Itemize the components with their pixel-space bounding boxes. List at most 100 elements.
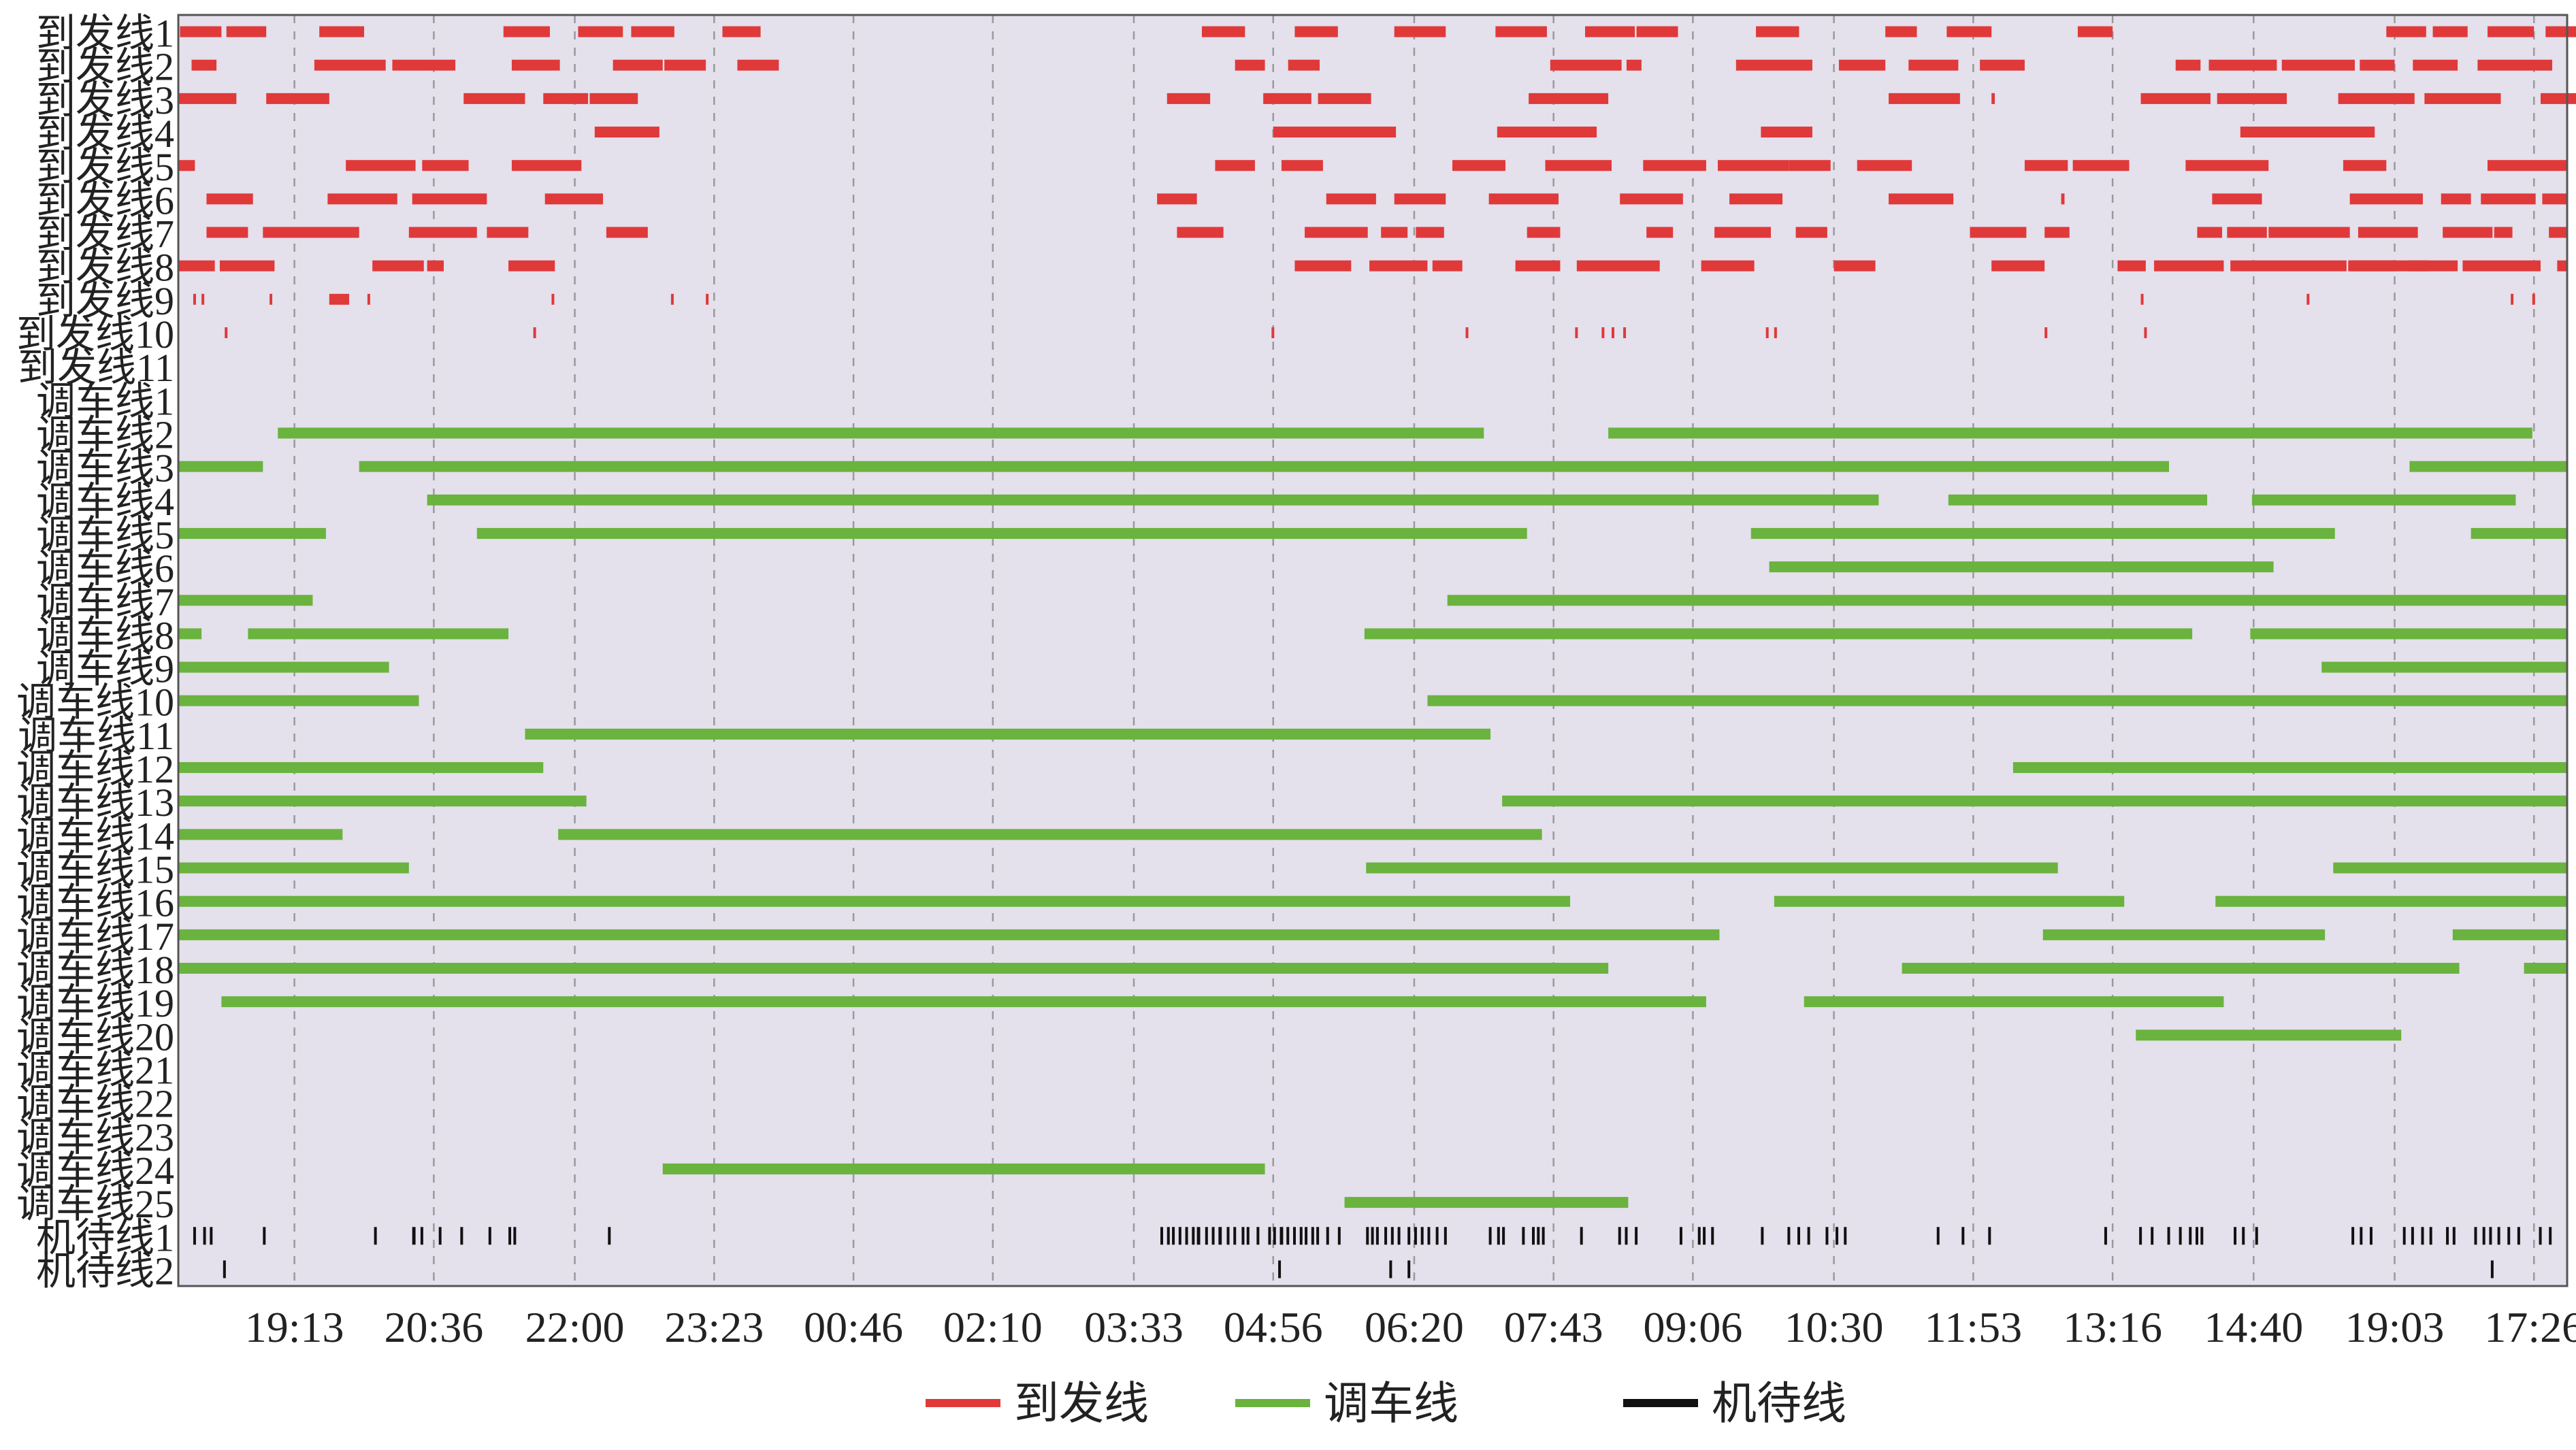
locomotive-wait-mark <box>1435 1227 1439 1245</box>
locomotive-wait-mark <box>2179 1227 2182 1245</box>
locomotive-wait-mark <box>1211 1227 1215 1245</box>
locomotive-wait-mark <box>1420 1227 1424 1245</box>
arrival-departure-bar <box>1623 327 1627 338</box>
locomotive-wait-mark <box>1326 1227 1329 1245</box>
locomotive-wait-mark <box>1178 1227 1181 1245</box>
locomotive-wait-mark <box>2402 1227 2406 1245</box>
arrival-departure-bar <box>225 327 228 338</box>
shunting-bar <box>178 695 419 706</box>
arrival-departure-bar <box>2185 160 2269 171</box>
arrival-departure-bar <box>1550 59 1622 71</box>
arrival-departure-bar <box>1545 160 1612 171</box>
locomotive-wait-mark <box>488 1227 491 1245</box>
x-axis-labels: 19:13 20:36 22:00 23:23 00:46 02:10 03:33 04:56… <box>245 1303 2576 1351</box>
arrival-departure-bar <box>1288 59 1320 71</box>
plot-frame <box>177 14 2569 1287</box>
arrival-departure-bar <box>327 193 397 205</box>
row-label: 调车线2 <box>36 412 174 457</box>
arrival-departure-bar <box>2197 227 2222 238</box>
row-label: 调车线24 <box>16 1149 174 1193</box>
locomotive-wait-mark <box>2411 1227 2414 1245</box>
locomotive-wait-mark <box>2360 1227 2363 1245</box>
locomotive-wait-mark <box>2255 1227 2258 1245</box>
x-tick-label: 07:43 <box>1504 1303 1603 1351</box>
arrival-departure-bar <box>1281 160 1323 171</box>
arrival-departure-bar <box>2281 59 2355 71</box>
shunting-bar <box>1364 628 2193 640</box>
locomotive-wait-mark <box>1279 1227 1284 1245</box>
arrival-departure-bar <box>2360 59 2395 71</box>
arrival-departure-bar <box>206 227 248 238</box>
locomotive-wait-mark <box>374 1227 377 1245</box>
arrival-departure-bar <box>543 93 589 104</box>
legend: 到发线 调车线 机待线 <box>926 1379 1846 1429</box>
shunting-bar <box>1769 561 2274 573</box>
locomotive-wait-mark <box>1497 1227 1500 1245</box>
shunting-bar <box>2409 461 2567 472</box>
shunting-bar <box>1502 795 2567 807</box>
arrival-departure-bar <box>487 227 529 238</box>
shunting-bar <box>178 628 202 640</box>
locomotive-wait-mark <box>1233 1227 1237 1245</box>
row-label: 调车线8 <box>36 613 174 657</box>
arrival-departure-bar <box>1889 93 1960 104</box>
locomotive-wait-mark <box>2200 1227 2204 1245</box>
arrival-departure-bar <box>2413 59 2458 71</box>
shunting-bar <box>1608 427 2532 439</box>
locomotive-wait-mark <box>1679 1227 1682 1245</box>
shunting-bar <box>1948 494 2208 506</box>
arrival-departure-bar <box>1838 59 1886 71</box>
locomotive-wait-mark <box>2482 1227 2485 1245</box>
locomotive-wait-mark <box>1160 1227 1163 1245</box>
arrival-departure-bar <box>180 26 222 37</box>
row-label: 到发线11 <box>18 346 174 390</box>
locomotive-wait-mark <box>1390 1227 1394 1245</box>
x-tick-label: 03:33 <box>1084 1303 1184 1351</box>
row-label: 调车线4 <box>36 480 174 524</box>
arrival-departure-bar <box>1718 160 1789 171</box>
arrival-departure-bar <box>1620 193 1683 205</box>
arrival-departure-bar <box>2024 160 2068 171</box>
x-tick-label: 02:10 <box>943 1303 1043 1351</box>
locomotive-wait-mark <box>1961 1227 1965 1245</box>
locomotive-wait-mark <box>263 1227 266 1245</box>
arrival-departure-bar <box>2557 260 2567 271</box>
row-label: 调车线17 <box>16 915 174 959</box>
locomotive-wait-mark <box>1936 1227 1940 1245</box>
arrival-departure-bar <box>722 26 761 37</box>
locomotive-wait-mark <box>210 1227 213 1245</box>
arrival-departure-bar <box>2541 93 2576 104</box>
arrival-departure-bar <box>2077 26 2113 37</box>
locomotive-wait-mark <box>1427 1227 1431 1245</box>
arrival-departure-bar <box>1394 193 1446 205</box>
locomotive-wait-mark <box>2104 1227 2107 1245</box>
locomotive-wait-mark <box>1205 1227 1208 1245</box>
arrival-departure-bar <box>1488 193 1559 205</box>
row-label: 调车线6 <box>36 546 174 591</box>
arrival-departure-bar <box>2545 26 2576 37</box>
locomotive-wait-mark <box>2429 1227 2432 1245</box>
arrival-departure-bar <box>372 260 424 271</box>
locomotive-wait-mark <box>1192 1227 1195 1245</box>
shunting-bar <box>558 829 1542 840</box>
arrival-departure-bar <box>1946 26 1992 37</box>
locomotive-wait-mark <box>460 1227 463 1245</box>
row-label: 调车线9 <box>36 647 174 691</box>
arrival-departure-bar <box>408 227 477 238</box>
row-label: 到发线5 <box>36 145 174 189</box>
locomotive-wait-mark <box>2139 1227 2142 1245</box>
arrival-departure-bar <box>1889 193 1954 205</box>
arrival-departure-bar <box>1575 327 1578 338</box>
locomotive-wait-mark <box>1246 1227 1250 1245</box>
arrival-departure-bar <box>2044 227 2070 238</box>
locomotive-wait-mark <box>2446 1227 2449 1245</box>
arrival-departure-bar <box>1294 260 1352 271</box>
locomotive-wait-mark <box>2369 1227 2373 1245</box>
arrival-departure-bar <box>737 59 779 71</box>
arrival-departure-bar <box>1601 327 1605 338</box>
locomotive-wait-mark <box>1502 1227 1505 1245</box>
arrival-departure-bar <box>314 59 386 71</box>
shunting-bar <box>525 728 1491 740</box>
arrival-departure-bar <box>1833 260 1876 271</box>
